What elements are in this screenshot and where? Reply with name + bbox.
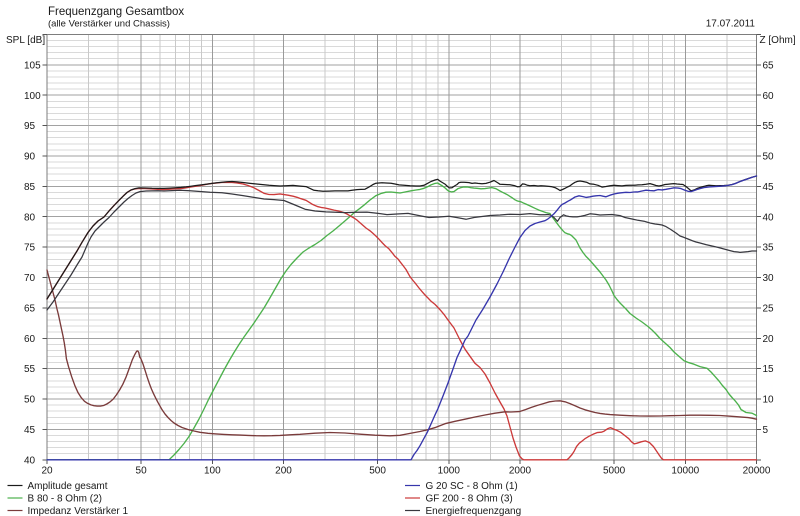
svg-text:10: 10: [763, 395, 775, 406]
svg-text:25: 25: [763, 304, 775, 315]
svg-text:50: 50: [136, 466, 148, 477]
svg-text:40: 40: [24, 455, 36, 466]
svg-text:Impedanz Verstärker 1: Impedanz Verstärker 1: [28, 506, 129, 516]
svg-text:100: 100: [204, 466, 221, 477]
svg-text:20: 20: [763, 334, 775, 345]
svg-text:70: 70: [24, 273, 36, 284]
svg-text:55: 55: [24, 364, 36, 375]
svg-text:SPL [dB]: SPL [dB]: [6, 35, 45, 46]
svg-text:5: 5: [763, 425, 769, 436]
svg-text:55: 55: [763, 121, 775, 132]
svg-text:G 20 SC - 8 Ohm (1): G 20 SC - 8 Ohm (1): [426, 481, 518, 492]
svg-text:75: 75: [24, 243, 36, 254]
svg-text:Energiefrequenzgang: Energiefrequenzgang: [426, 506, 522, 516]
svg-text:B 80 - 8 Ohm (2): B 80 - 8 Ohm (2): [28, 494, 102, 505]
svg-text:5000: 5000: [603, 466, 626, 477]
svg-text:15: 15: [763, 364, 775, 375]
svg-text:50: 50: [763, 152, 775, 163]
svg-text:10000: 10000: [671, 466, 699, 477]
svg-text:Amplitude gesamt: Amplitude gesamt: [28, 481, 108, 492]
svg-text:GF 200 - 8 Ohm (3): GF 200 - 8 Ohm (3): [426, 494, 513, 505]
svg-text:35: 35: [763, 243, 775, 254]
svg-text:100: 100: [24, 91, 41, 102]
svg-text:2000: 2000: [509, 466, 532, 477]
svg-text:Frequenzgang Gesamtbox: Frequenzgang Gesamtbox: [48, 6, 184, 18]
svg-text:200: 200: [275, 466, 292, 477]
svg-text:90: 90: [24, 152, 36, 163]
svg-text:65: 65: [763, 60, 775, 71]
svg-text:20: 20: [41, 466, 53, 477]
svg-text:80: 80: [24, 212, 36, 223]
svg-text:30: 30: [763, 273, 775, 284]
svg-text:60: 60: [763, 91, 775, 102]
svg-text:Z [Ohm]: Z [Ohm]: [760, 35, 796, 46]
svg-text:95: 95: [24, 121, 36, 132]
svg-text:45: 45: [763, 182, 775, 193]
svg-text:65: 65: [24, 304, 36, 315]
svg-text:500: 500: [369, 466, 386, 477]
svg-text:85: 85: [24, 182, 36, 193]
svg-text:20000: 20000: [743, 466, 771, 477]
svg-text:40: 40: [763, 212, 775, 223]
svg-text:50: 50: [24, 395, 36, 406]
svg-text:17.07.2011: 17.07.2011: [706, 19, 756, 30]
svg-text:45: 45: [24, 425, 36, 436]
svg-text:105: 105: [24, 60, 41, 71]
svg-text:(alle Verstärker und Chassis): (alle Verstärker und Chassis): [48, 19, 170, 30]
svg-text:60: 60: [24, 334, 36, 345]
svg-text:1000: 1000: [438, 466, 461, 477]
